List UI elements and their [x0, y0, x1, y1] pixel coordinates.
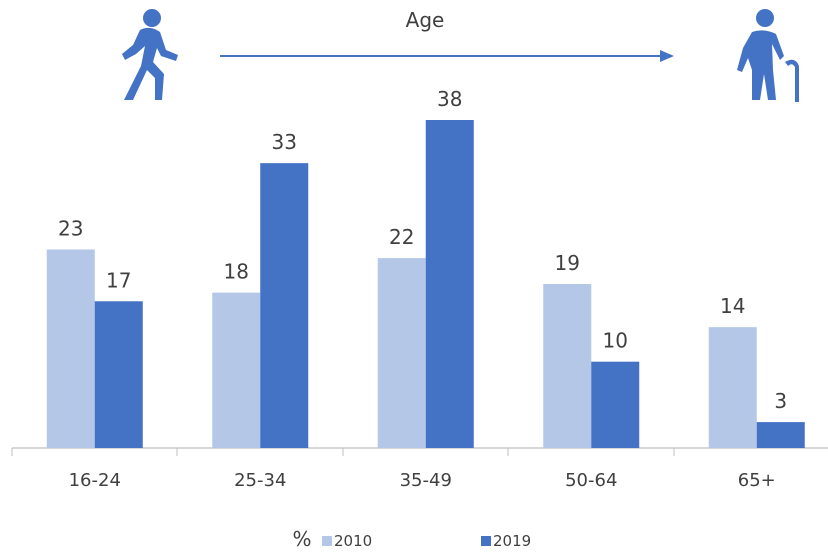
data-label-2010-25-34: 18 — [224, 260, 249, 284]
bar-2019-25-34 — [260, 163, 309, 448]
data-label-2019-65+: 3 — [774, 389, 787, 413]
bar-2010-50-64 — [543, 284, 592, 448]
data-label-2010-50-64: 19 — [555, 251, 580, 275]
data-label-2019-16-24: 17 — [106, 268, 131, 292]
category-labels-layer: 16-24 25-34 35-49 50-64 65+ — [69, 470, 776, 491]
category-label-65+: 65+ — [738, 470, 776, 491]
bar-2010-65+ — [708, 327, 757, 448]
x-axis — [11, 447, 828, 456]
legend-swatch-2010 — [322, 536, 332, 546]
bars-layer — [46, 120, 805, 448]
bar-2019-65+ — [756, 422, 805, 448]
category-label-35-49: 35-49 — [400, 470, 452, 491]
bar-2010-16-24 — [46, 249, 95, 448]
bar-2010-35-49 — [377, 258, 426, 448]
bar-2019-50-64 — [591, 361, 640, 448]
legend-swatch-2019 — [481, 536, 491, 546]
category-label-50-64: 50-64 — [565, 470, 617, 491]
data-label-2010-65+: 14 — [720, 294, 745, 318]
legend-label-2010: 2010 — [334, 532, 372, 550]
category-label-25-34: 25-34 — [234, 470, 286, 491]
legend-label-2019: 2019 — [493, 532, 531, 550]
age-axis-title: Age — [406, 8, 445, 32]
bar-2010-25-34 — [212, 292, 261, 448]
legend-unit: % — [292, 527, 311, 551]
data-labels-layer: 23 17 18 33 22 38 19 10 14 3 — [58, 87, 787, 413]
age-arrow — [220, 50, 674, 62]
data-label-2019-35-49: 38 — [437, 87, 462, 111]
bar-2019-16-24 — [94, 301, 143, 448]
bar-2019-35-49 — [425, 120, 474, 448]
category-label-16-24: 16-24 — [69, 470, 121, 491]
data-label-2010-35-49: 22 — [389, 225, 414, 249]
legend: % 2010 2019 — [292, 527, 531, 551]
elderly-person-with-cane-icon — [737, 9, 799, 102]
person-walking-icon — [122, 9, 178, 101]
data-label-2019-50-64: 10 — [603, 329, 628, 353]
data-label-2019-25-34: 33 — [272, 130, 297, 154]
data-label-2010-16-24: 23 — [58, 216, 83, 240]
